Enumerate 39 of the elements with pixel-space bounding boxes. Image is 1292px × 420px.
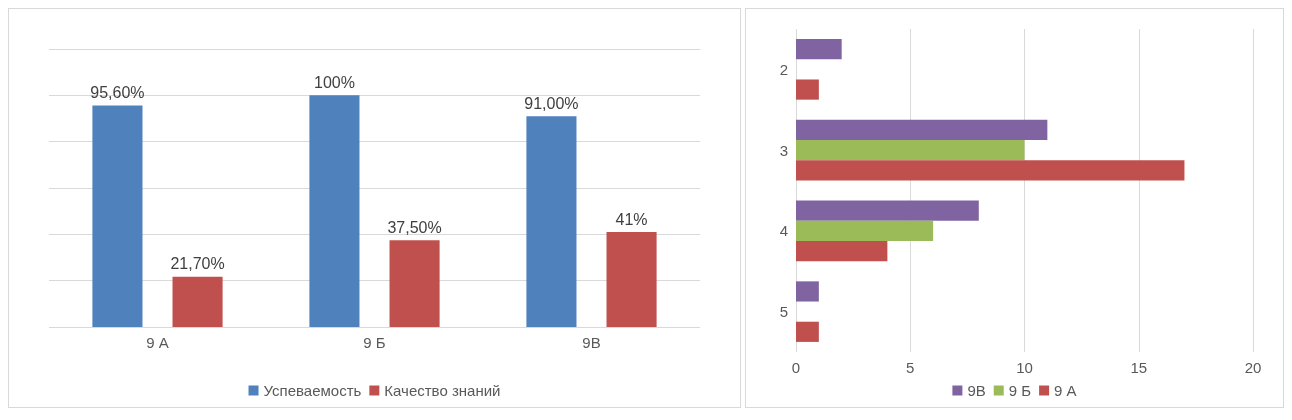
x-tick-label: 9В	[582, 334, 601, 351]
legend-label: Успеваемость	[263, 382, 362, 399]
legend-label: 9 А	[1054, 382, 1077, 399]
data-label: 41%	[615, 210, 648, 228]
bar	[796, 140, 1025, 161]
bar	[796, 200, 979, 221]
legend-label: 9В	[967, 382, 986, 399]
x-tick-label: 20	[1244, 359, 1262, 376]
bar	[606, 232, 657, 327]
y-tick-label: 5	[779, 303, 788, 321]
bar	[796, 160, 1185, 181]
legend-label: Качество знаний	[384, 382, 501, 399]
bar	[796, 79, 819, 100]
y-tick-label: 2	[779, 60, 788, 78]
x-tick-label: 5	[906, 359, 915, 376]
y-tick-label: 3	[779, 141, 788, 159]
bar	[796, 220, 934, 241]
bar	[796, 39, 842, 60]
bar	[526, 116, 577, 327]
x-tick-label: 9 А	[146, 334, 169, 351]
bar	[796, 321, 819, 342]
data-label: 21,70%	[170, 255, 225, 273]
x-tick-label: 15	[1130, 359, 1148, 376]
data-label: 95,60%	[90, 84, 145, 102]
legend-label: 9 Б	[1008, 382, 1032, 399]
bar	[796, 240, 888, 262]
data-label: 91,00%	[524, 94, 579, 112]
x-tick-label: 10	[1016, 359, 1033, 376]
bar	[309, 95, 360, 327]
bar	[796, 281, 819, 302]
bar	[92, 105, 143, 327]
bar	[796, 119, 1048, 141]
bar	[389, 240, 440, 327]
y-tick-label: 4	[779, 222, 788, 240]
bar	[172, 276, 223, 327]
data-label: 100%	[313, 73, 355, 91]
data-label: 37,50%	[387, 218, 442, 236]
x-tick-label: 9 Б	[363, 334, 386, 351]
x-tick-label: 0	[791, 359, 801, 376]
